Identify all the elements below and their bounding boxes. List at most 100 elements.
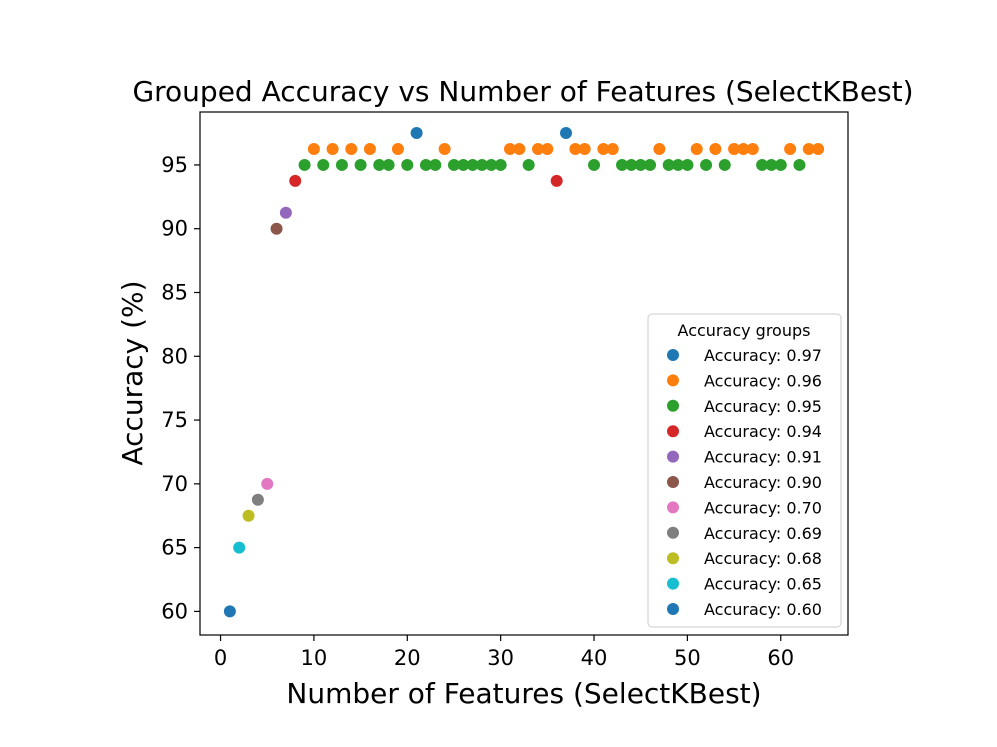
y-tick-label-0: 60 (161, 599, 188, 623)
data-point-series-1-0 (307, 142, 320, 155)
data-point-series-2-28 (774, 158, 787, 171)
legend-label-4: Accuracy: 0.91 (704, 448, 822, 467)
legend-marker-4 (667, 450, 679, 463)
data-point-series-2-16 (588, 158, 601, 171)
data-point-series-2-4 (373, 158, 386, 171)
data-point-series-1-16 (709, 142, 722, 155)
y-tick-label-6: 90 (161, 217, 188, 241)
x-tick-label-0: 0 (214, 646, 227, 670)
data-point-series-1-15 (690, 142, 703, 155)
data-point-series-2-5 (382, 158, 395, 171)
x-tick-label-3: 30 (487, 646, 514, 670)
chart-title: Grouped Accuracy vs Number of Features (… (132, 75, 913, 108)
data-point-series-0-1 (560, 127, 573, 140)
y-axis-label: Accuracy (%) (116, 280, 149, 465)
legend-marker-8 (667, 552, 679, 565)
data-point-series-1-13 (606, 142, 619, 155)
data-point-series-1-11 (578, 142, 591, 155)
data-point-series-1-22 (812, 142, 825, 155)
data-point-series-0-0 (410, 127, 423, 140)
data-point-series-1-10 (569, 142, 582, 155)
x-tick-label-2: 20 (394, 646, 421, 670)
data-point-series-2-14 (494, 158, 507, 171)
legend-marker-3 (667, 425, 679, 438)
data-point-series-2-29 (793, 158, 806, 171)
data-point-series-2-24 (700, 158, 713, 171)
data-point-series-2-2 (335, 158, 348, 171)
data-point-series-1-7 (513, 142, 526, 155)
data-point-series-4-0 (279, 206, 292, 219)
data-point-series-2-6 (401, 158, 414, 171)
data-point-series-1-21 (802, 142, 815, 155)
legend-label-8: Accuracy: 0.68 (704, 549, 822, 568)
data-point-series-2-19 (634, 158, 647, 171)
legend-label-10: Accuracy: 0.60 (704, 600, 822, 619)
data-point-series-2-20 (644, 158, 657, 171)
y-tick-label-3: 75 (161, 408, 188, 432)
data-point-series-10-0 (223, 605, 236, 618)
data-point-series-1-9 (541, 142, 554, 155)
data-point-series-1-17 (728, 142, 741, 155)
data-point-series-1-20 (784, 142, 797, 155)
x-tick-label-4: 40 (581, 646, 608, 670)
legend-title: Accuracy groups (678, 321, 811, 340)
data-point-series-1-8 (532, 142, 545, 155)
data-point-series-1-18 (737, 142, 750, 155)
data-point-series-1-5 (438, 142, 451, 155)
legend-items: Accuracy: 0.97 Accuracy: 0.96 Accuracy: 0.… (667, 346, 822, 619)
data-point-series-2-17 (616, 158, 629, 171)
data-point-series-3-1 (550, 174, 563, 187)
legend-box (647, 313, 842, 628)
y-axis-ticks: 60 65 70 75 80 85 90 95 (161, 153, 200, 623)
data-point-series-2-9 (447, 158, 460, 171)
legend-label-6: Accuracy: 0.70 (704, 498, 822, 517)
data-point-series-2-0 (298, 158, 311, 171)
data-point-series-7-0 (251, 493, 264, 506)
legend-marker-1 (667, 374, 679, 387)
x-tick-label-1: 10 (301, 646, 328, 670)
data-point-series-1-3 (363, 142, 376, 155)
data-point-series-1-14 (653, 142, 666, 155)
data-point-series-1-4 (391, 142, 404, 155)
legend-label-0: Accuracy: 0.97 (704, 346, 822, 365)
x-axis-ticks: 0 10 20 30 40 50 60 (214, 635, 794, 670)
data-point-series-2-23 (681, 158, 694, 171)
data-point-series-2-25 (718, 158, 731, 171)
data-point-series-2-21 (662, 158, 675, 171)
legend-marker-10 (667, 603, 679, 615)
plot-frame (199, 111, 849, 636)
legend-label-5: Accuracy: 0.90 (704, 473, 822, 492)
data-point-series-2-1 (317, 158, 330, 171)
y-tick-label-2: 70 (161, 472, 188, 496)
legend-label-2: Accuracy: 0.95 (704, 397, 822, 416)
data-point-series-1-1 (326, 142, 339, 155)
data-point-series-1-2 (345, 142, 358, 155)
data-point-series-2-26 (756, 158, 769, 171)
data-point-series-2-13 (485, 158, 498, 171)
data-point-series-8-0 (242, 509, 255, 522)
data-point-series-1-19 (746, 142, 759, 155)
x-tick-label-6: 60 (767, 646, 794, 670)
legend-marker-9 (667, 577, 679, 590)
data-point-series-2-12 (475, 158, 488, 171)
data-point-series-2-7 (419, 158, 432, 171)
legend-label-3: Accuracy: 0.94 (704, 422, 822, 441)
y-tick-label-7: 95 (161, 153, 188, 177)
y-tick-label-4: 80 (161, 344, 188, 368)
legend-marker-2 (667, 399, 679, 412)
data-point-series-1-6 (503, 142, 516, 155)
legend: Accuracy groups Accuracy: 0.97Accuracy: … (647, 313, 842, 628)
legend-label-1: Accuracy: 0.96 (704, 371, 822, 390)
legend-label-9: Accuracy: 0.65 (704, 575, 822, 594)
data-point-series-3-0 (289, 174, 302, 187)
data-point-series-6-0 (261, 477, 274, 490)
data-point-series-2-22 (672, 158, 685, 171)
data-point-series-2-15 (522, 158, 535, 171)
x-tick-label-5: 50 (674, 646, 701, 670)
data-point-series-2-8 (429, 158, 442, 171)
y-tick-label-1: 65 (161, 536, 188, 560)
data-point-series-2-11 (466, 158, 479, 171)
x-axis-label: Number of Features (SelectKBest) (286, 677, 761, 710)
data-point-series-9-0 (233, 541, 246, 554)
legend-marker-0 (667, 349, 679, 361)
